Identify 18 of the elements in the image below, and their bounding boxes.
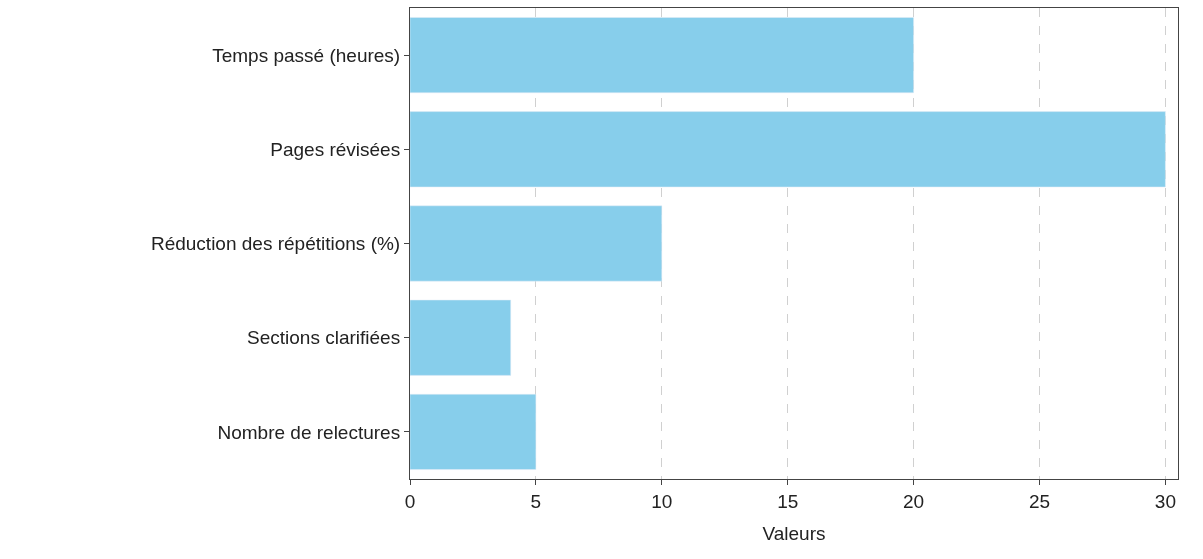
bar — [410, 17, 914, 94]
x-tick-label: 20 — [903, 490, 925, 512]
x-tick-label: 30 — [1154, 490, 1176, 512]
bar — [410, 111, 1166, 188]
bar — [410, 205, 663, 282]
x-tick-label: 15 — [777, 490, 799, 512]
y-tick-label: Sections clarifiées — [247, 327, 401, 349]
x-tick-label: 0 — [404, 490, 416, 512]
y-tick-label: Temps passé (heures) — [212, 44, 401, 66]
x-tick-label: 10 — [651, 490, 673, 512]
x-axis-title: Valeurs — [762, 522, 826, 544]
x-tick-label: 5 — [530, 490, 542, 512]
y-tick-label: Réduction des répétitions (%) — [150, 233, 401, 255]
y-tick-label: Nombre de relectures — [217, 421, 401, 443]
bar — [410, 393, 537, 470]
x-tick-label: 25 — [1028, 490, 1051, 512]
bar — [410, 299, 511, 376]
y-tick-label: Pages révisées — [270, 138, 401, 160]
